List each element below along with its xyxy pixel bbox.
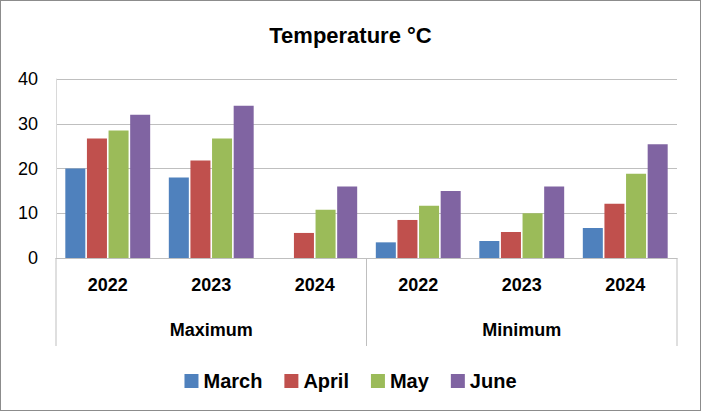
svg-text:2022: 2022 [88, 275, 128, 295]
svg-text:May: May [390, 370, 430, 392]
svg-text:March: March [203, 370, 262, 392]
svg-text:10: 10 [18, 203, 38, 223]
svg-text:40: 40 [18, 69, 38, 89]
svg-text:2022: 2022 [398, 275, 438, 295]
svg-text:Temperature °C: Temperature °C [269, 23, 432, 48]
svg-text:June: June [470, 370, 517, 392]
svg-text:2024: 2024 [295, 275, 335, 295]
svg-text:30: 30 [18, 114, 38, 134]
svg-text:2023: 2023 [502, 275, 542, 295]
svg-text:Maximum: Maximum [170, 320, 253, 340]
svg-text:April: April [303, 370, 349, 392]
svg-text:20: 20 [18, 159, 38, 179]
svg-text:2023: 2023 [191, 275, 231, 295]
svg-text:Minimum: Minimum [482, 320, 561, 340]
svg-text:0: 0 [28, 248, 38, 268]
svg-text:2024: 2024 [605, 275, 645, 295]
